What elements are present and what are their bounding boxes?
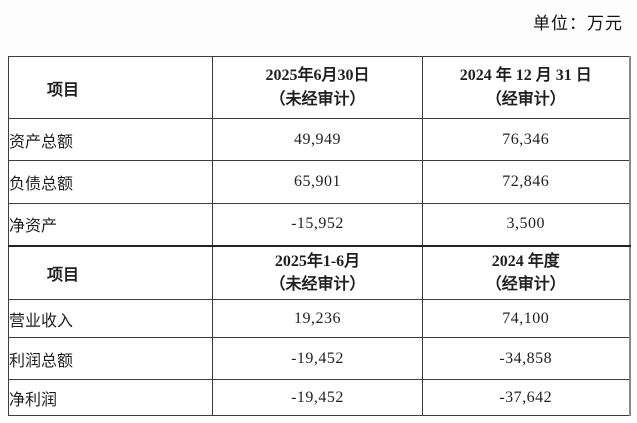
row-label: 净利润	[8, 379, 213, 416]
row-label: 利润总额	[8, 337, 213, 380]
table-row-net-profit: 净利润 -19,452 -37,642	[8, 379, 630, 416]
unit-label: 单位：万元	[533, 14, 623, 33]
row-value-current: -19,452	[212, 379, 423, 416]
table-row-operating-revenue: 营业收入 19,236 74,100	[8, 299, 630, 338]
table-row-total-assets: 资产总额 49,949 76,346	[8, 118, 630, 161]
table-header-row-balance: 项目 2025年6月30日 （未经审计） 2024 年 12 月 31 日 （经…	[8, 56, 630, 119]
row-value-current: 49,949	[212, 118, 423, 161]
row-value-prior: -37,642	[422, 379, 630, 416]
row-label: 净资产	[8, 203, 213, 246]
table-header-row-income: 项目 2025年1-6月 （未经审计） 2024 年度 （经审计）	[8, 244, 630, 300]
row-value-current: 19,236	[212, 299, 423, 338]
row-label: 资产总额	[8, 118, 213, 161]
header-col-2025-h1: 2025年1-6月 （未经审计）	[212, 244, 423, 300]
header-item-label: 项目	[8, 244, 213, 300]
row-value-prior: -34,858	[422, 337, 630, 380]
table-row-net-assets: 净资产 -15,952 3,500	[8, 203, 630, 246]
row-label: 负债总额	[8, 160, 213, 204]
row-value-prior: 72,846	[422, 160, 630, 204]
row-value-current: -15,952	[212, 203, 423, 246]
financial-summary-table: 项目 2025年6月30日 （未经审计） 2024 年 12 月 31 日 （经…	[8, 56, 631, 416]
table-row-total-profit: 利润总额 -19,452 -34,858	[8, 337, 630, 380]
header-col-2024-fy: 2024 年度 （经审计）	[422, 244, 630, 300]
header-item-label: 项目	[8, 56, 213, 119]
row-value-prior: 76,346	[422, 118, 630, 161]
header-date-line: 2024 年 12 月 31 日	[459, 67, 592, 85]
header-date-line: 2025年1-6月	[274, 252, 361, 270]
header-date-line: 2025年6月30日	[265, 67, 370, 85]
header-audit-note: （经审计）	[485, 275, 566, 293]
row-value-prior: 74,100	[422, 299, 630, 338]
row-value-current: -19,452	[212, 337, 423, 380]
row-label: 营业收入	[8, 299, 213, 338]
row-value-prior: 3,500	[422, 203, 630, 246]
header-col-2024-12-31: 2024 年 12 月 31 日 （经审计）	[422, 56, 630, 119]
header-audit-note: （未经审计）	[269, 275, 366, 293]
table-row-total-liabilities: 负债总额 65,901 72,846	[8, 160, 630, 204]
header-date-line: 2024 年度	[491, 252, 560, 270]
row-value-current: 65,901	[212, 160, 423, 204]
header-col-2025-06-30: 2025年6月30日 （未经审计）	[212, 56, 423, 119]
header-audit-note: （经审计）	[485, 90, 566, 108]
header-audit-note: （未经审计）	[269, 90, 366, 108]
